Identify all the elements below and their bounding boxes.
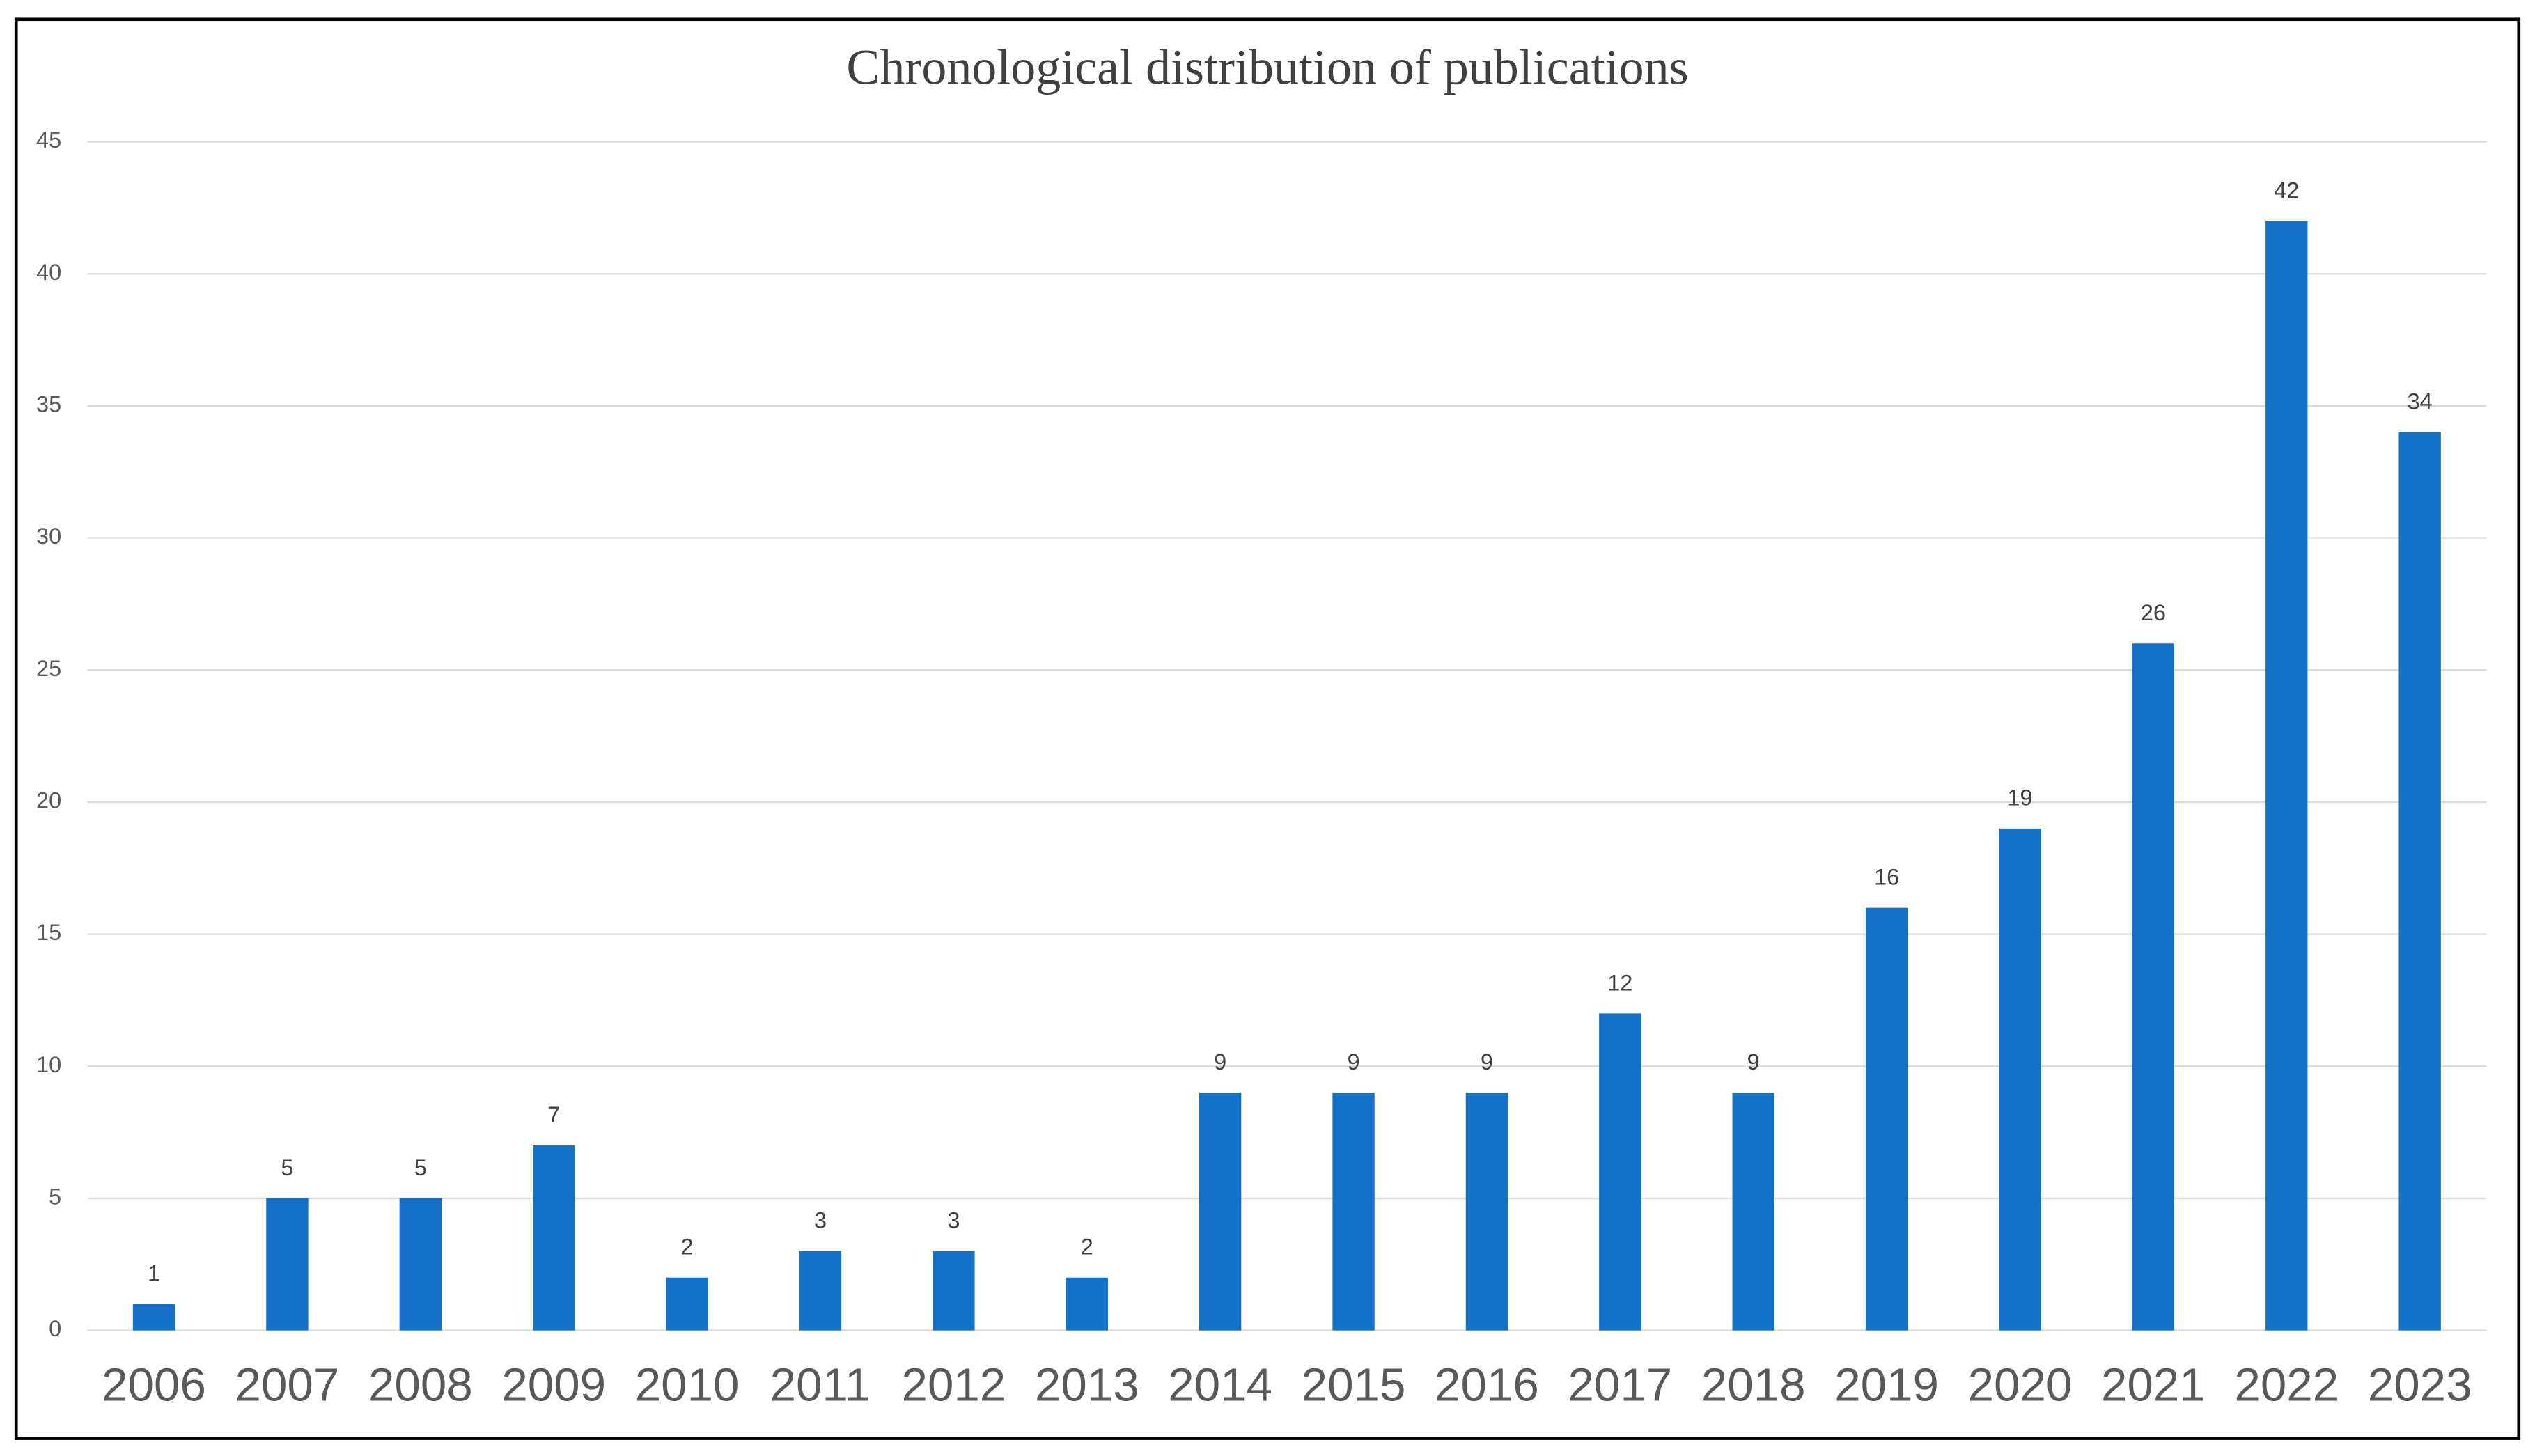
- bar: [132, 1304, 176, 1331]
- y-tick-label: 10: [36, 1052, 61, 1077]
- data-label: 19: [2007, 785, 2032, 811]
- bar: [1332, 1093, 1375, 1331]
- x-tick-label: 2016: [1435, 1359, 1539, 1411]
- x-tick-label: 2019: [1834, 1359, 1939, 1411]
- x-tick-label: 2017: [1568, 1359, 1672, 1411]
- chart-title: Chronological distribution of publicatio…: [846, 40, 1688, 95]
- data-label: 9: [1481, 1049, 1493, 1074]
- data-label: 26: [2141, 600, 2166, 625]
- x-tick-label: 2014: [1168, 1359, 1272, 1411]
- x-tick-label: 2022: [2234, 1359, 2339, 1411]
- bar: [2398, 432, 2441, 1331]
- data-label: 7: [547, 1102, 560, 1127]
- data-label: 16: [1874, 865, 1899, 890]
- data-label: 12: [1607, 970, 1632, 995]
- data-label: 5: [414, 1155, 427, 1180]
- data-label: 3: [814, 1208, 827, 1233]
- x-tick-label: 2023: [2368, 1359, 2472, 1411]
- x-tick-label: 2011: [770, 1359, 871, 1411]
- data-label: 9: [1747, 1049, 1760, 1074]
- data-label: 42: [2274, 178, 2299, 203]
- data-label: 2: [681, 1235, 694, 1260]
- bar: [266, 1198, 309, 1331]
- x-tick-label: 2020: [1968, 1359, 2073, 1411]
- y-tick-label: 0: [49, 1316, 61, 1341]
- bar: [1999, 828, 2041, 1331]
- x-tick-label: 2015: [1302, 1359, 1406, 1411]
- y-tick-label: 20: [36, 788, 61, 813]
- data-label: 34: [2408, 389, 2433, 414]
- bar: [1066, 1277, 1108, 1331]
- y-tick-label: 15: [36, 920, 61, 945]
- data-label: 9: [1348, 1049, 1360, 1074]
- y-tick-label: 25: [36, 656, 61, 681]
- x-tick-label: 2009: [501, 1359, 606, 1411]
- data-label: 3: [947, 1208, 960, 1233]
- data-label: 5: [281, 1155, 293, 1180]
- bar: [1465, 1093, 1508, 1331]
- x-tick-label: 2006: [102, 1359, 206, 1411]
- bar: [399, 1198, 442, 1331]
- x-tick-label: 2013: [1035, 1359, 1139, 1411]
- bar: [799, 1251, 842, 1331]
- x-tick-label: 2021: [2101, 1359, 2206, 1411]
- bar: [1865, 907, 1908, 1331]
- bar: [933, 1251, 975, 1331]
- y-tick-label: 45: [36, 127, 61, 152]
- x-tick-label: 2010: [635, 1359, 740, 1411]
- x-tick-label: 2018: [1701, 1359, 1806, 1411]
- bar: [533, 1145, 575, 1331]
- y-tick-label: 30: [36, 524, 61, 549]
- y-tick-label: 5: [49, 1184, 61, 1210]
- y-tick-label: 40: [36, 260, 61, 285]
- bar: [2132, 643, 2175, 1331]
- data-label: 2: [1081, 1235, 1093, 1260]
- x-tick-label: 2012: [902, 1359, 1006, 1411]
- bar: [1199, 1093, 1242, 1331]
- x-tick-label: 2007: [235, 1359, 340, 1411]
- data-label: 1: [148, 1261, 160, 1286]
- data-label: 9: [1214, 1049, 1226, 1074]
- bar: [1732, 1093, 1774, 1331]
- bar: [1599, 1013, 1641, 1331]
- bar: [666, 1277, 708, 1331]
- x-tick-label: 2008: [368, 1359, 473, 1411]
- y-tick-label: 35: [36, 391, 61, 416]
- bar: [2265, 221, 2308, 1331]
